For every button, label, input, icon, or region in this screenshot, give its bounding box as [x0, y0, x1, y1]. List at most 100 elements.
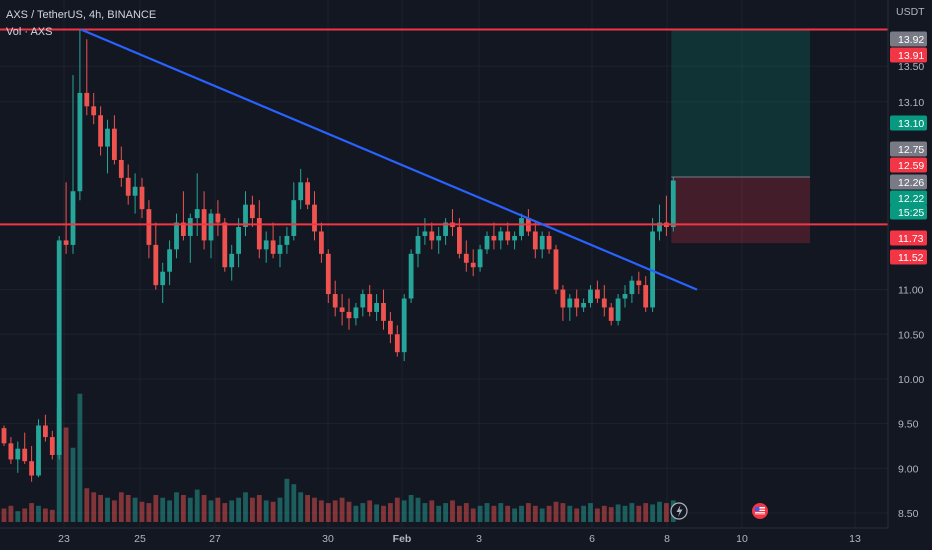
volume-bar [125, 495, 131, 522]
flash-icon[interactable] [670, 502, 688, 520]
volume-bar [374, 504, 379, 522]
volume-bar [408, 495, 414, 522]
candle-body [243, 204, 248, 228]
symbol-title[interactable]: AXS / TetherUS, 4h, BINANCE [6, 9, 157, 21]
candle [622, 285, 628, 308]
candle [650, 218, 655, 312]
candle [332, 280, 338, 317]
candle-body [29, 461, 34, 476]
candle-body [553, 249, 559, 290]
candle-body [84, 92, 90, 107]
volume-bar [664, 503, 669, 522]
candle-body [250, 204, 255, 219]
candle-body [91, 106, 97, 116]
volume-bar [319, 500, 324, 522]
candle [49, 430, 55, 460]
candle [305, 177, 310, 210]
candle [470, 249, 476, 277]
volume-bar [595, 508, 600, 522]
candle [553, 244, 559, 295]
price-tag-box [890, 249, 927, 265]
candle-body [367, 294, 373, 312]
price-axis[interactable]: USDT 13.50 13.10 11.00 10.50 10.00 9.50 9.00 8.… [887, 0, 932, 550]
volume-legend[interactable]: Vol · AXS [6, 26, 53, 38]
candle [312, 191, 317, 241]
volume-bars [1, 393, 676, 522]
candle [367, 285, 373, 317]
candle-body [650, 231, 655, 308]
candle [670, 176, 676, 232]
price-tag-label: 12.22 [898, 193, 924, 205]
candle-body [181, 222, 186, 236]
volume-bar [560, 503, 566, 522]
volume-bar [636, 505, 642, 522]
candle [567, 294, 573, 321]
price-tag-box [890, 204, 927, 220]
volume-bar [450, 500, 455, 522]
candle-body [360, 294, 366, 308]
volume-bar [608, 507, 614, 522]
volume-bar [553, 501, 559, 522]
volume-bar [622, 505, 628, 522]
candle [36, 419, 41, 478]
candle [298, 168, 304, 210]
volume-bar [339, 497, 345, 522]
candle-body [36, 425, 41, 476]
candle [560, 285, 566, 321]
time-axis[interactable]: 23 25 27 30 Feb 3 6 8 10 13 [0, 527, 888, 545]
candle-body [15, 448, 21, 460]
volume-bar [208, 500, 214, 522]
price-tick-label: 11.00 [898, 285, 924, 297]
trendline-segment [80, 28, 698, 291]
volume-bar [160, 497, 166, 522]
volume-bar [470, 508, 476, 522]
volume-bar [415, 497, 421, 522]
candle-body [208, 213, 214, 241]
candle-body [187, 218, 193, 236]
candle [105, 119, 110, 174]
trendline[interactable] [80, 28, 698, 291]
candle [325, 249, 331, 303]
volume-bar [325, 503, 331, 522]
volume-bar [146, 503, 152, 522]
candle [360, 289, 366, 317]
price-tag-label: 11.73 [898, 233, 924, 245]
candle [181, 191, 186, 241]
volume-bar [505, 505, 511, 522]
price-tag-box [890, 190, 927, 206]
candle [187, 213, 193, 263]
candle [353, 302, 359, 326]
candle [601, 285, 607, 317]
candle-body [118, 159, 124, 178]
candle [381, 289, 386, 330]
event-icons[interactable] [670, 502, 768, 520]
candle-body [601, 298, 607, 308]
candle [56, 235, 62, 460]
time-tick-label: 8 [664, 533, 670, 545]
price-tag: 13.92 [890, 31, 927, 47]
candle [415, 227, 421, 268]
price-tag-box [890, 31, 927, 47]
candle-body [429, 231, 435, 241]
volume-bar [546, 505, 552, 522]
candle-body [63, 240, 69, 245]
candle-body [491, 235, 497, 241]
candle [291, 182, 297, 241]
candle-body [132, 186, 138, 196]
horizontal-levels[interactable] [0, 28, 888, 226]
candle [401, 294, 407, 362]
candle-body [636, 280, 642, 286]
candle-body [332, 294, 338, 308]
candle-body [463, 253, 469, 263]
candle [139, 177, 145, 219]
long-position-tool[interactable] [671, 29, 810, 244]
candle [174, 213, 179, 259]
us-flag-event-icon[interactable] [752, 503, 768, 519]
candle-body [56, 240, 62, 455]
candle-body [215, 213, 221, 223]
candle-body [8, 443, 14, 460]
candle [194, 173, 200, 236]
candle-body [657, 222, 662, 232]
candle-body [70, 191, 76, 245]
